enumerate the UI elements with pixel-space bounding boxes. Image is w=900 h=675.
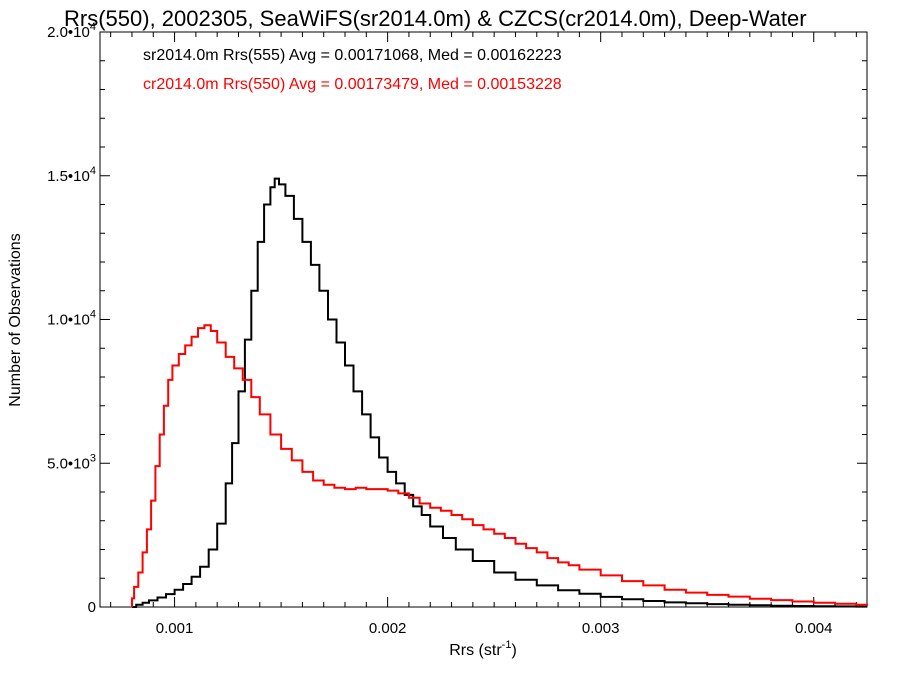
y-tick-label-4: 2.0•104 [47,21,96,41]
legend: sr2014.0m Rrs(555) Avg = 0.00171068, Med… [143,47,562,93]
x-tick-label-0: 0.001 [156,620,194,637]
y-axis-label: Number of Observations [7,233,24,406]
plot-frame [99,31,868,608]
y-axis-ticks: 0 5.0•103 1.0•104 1.5•104 2.0•104 [47,21,867,616]
y-tick-label-0: 0 [88,599,96,616]
y-tick-label-3: 1.5•104 [47,165,96,185]
chart-title: Rrs(550), 2002305, SeaWiFS(sr2014.0m) & … [64,6,807,31]
x-axis-ticks: 0.001 0.002 0.003 0.004 [110,32,857,637]
legend-entry-0: sr2014.0m Rrs(555) Avg = 0.00171068, Med… [143,47,562,64]
x-tick-label-3: 0.004 [795,620,833,637]
series-line-0 [132,177,867,608]
legend-entry-1: cr2014.0m Rrs(550) Avg = 0.00173479, Med… [143,76,562,93]
x-tick-label-1: 0.002 [369,620,407,637]
x-tick-label-2: 0.003 [582,620,620,637]
x-axis-label: Rrs (str-1) [449,639,517,659]
series-layer [131,177,868,608]
series-line-1 [131,324,868,607]
y-tick-label-2: 1.0•104 [47,309,96,329]
y-tick-label-1: 5.0•103 [47,452,96,472]
